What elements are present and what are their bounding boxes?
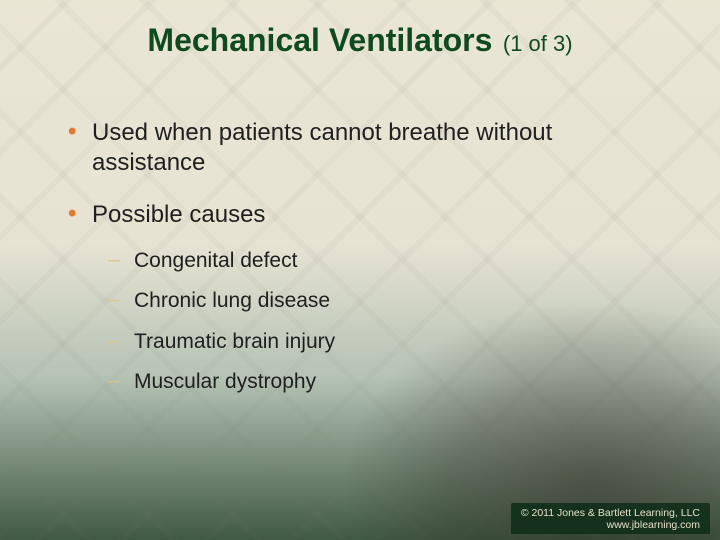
bullet-level2: – Congenital defect: [108, 248, 660, 274]
slide: Mechanical Ventilators (1 of 3) • Used w…: [0, 0, 720, 540]
title-main: Mechanical Ventilators: [147, 22, 492, 58]
sub-bullet-text: Muscular dystrophy: [134, 369, 660, 395]
bullet-level2: – Chronic lung disease: [108, 288, 660, 314]
bullet-level2: – Traumatic brain injury: [108, 329, 660, 355]
sub-bullet-text: Chronic lung disease: [134, 288, 660, 314]
copyright-badge: © 2011 Jones & Bartlett Learning, LLC ww…: [511, 503, 710, 534]
copyright-line2: www.jblearning.com: [521, 519, 700, 531]
slide-body: • Used when patients cannot breathe with…: [68, 118, 660, 409]
sub-bullet-text: Traumatic brain injury: [134, 329, 660, 355]
bullet-marker: •: [68, 200, 92, 228]
bullet-level1: • Possible causes: [68, 200, 660, 230]
bullet-marker: •: [68, 118, 92, 146]
title-sub: (1 of 3): [503, 31, 573, 56]
bullet-text: Used when patients cannot breathe withou…: [92, 118, 660, 178]
sub-bullet-text: Congenital defect: [134, 248, 660, 274]
copyright-line1: © 2011 Jones & Bartlett Learning, LLC: [521, 507, 700, 519]
dash-marker: –: [108, 288, 134, 312]
dash-marker: –: [108, 248, 134, 272]
bullet-level1: • Used when patients cannot breathe with…: [68, 118, 660, 178]
sub-bullet-group: – Congenital defect – Chronic lung disea…: [108, 248, 660, 395]
slide-title: Mechanical Ventilators (1 of 3): [0, 22, 720, 59]
bullet-text: Possible causes: [92, 200, 660, 230]
bullet-level2: – Muscular dystrophy: [108, 369, 660, 395]
dash-marker: –: [108, 329, 134, 353]
dash-marker: –: [108, 369, 134, 393]
